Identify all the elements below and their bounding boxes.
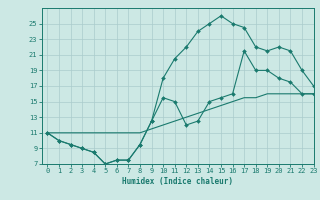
X-axis label: Humidex (Indice chaleur): Humidex (Indice chaleur) [122, 177, 233, 186]
